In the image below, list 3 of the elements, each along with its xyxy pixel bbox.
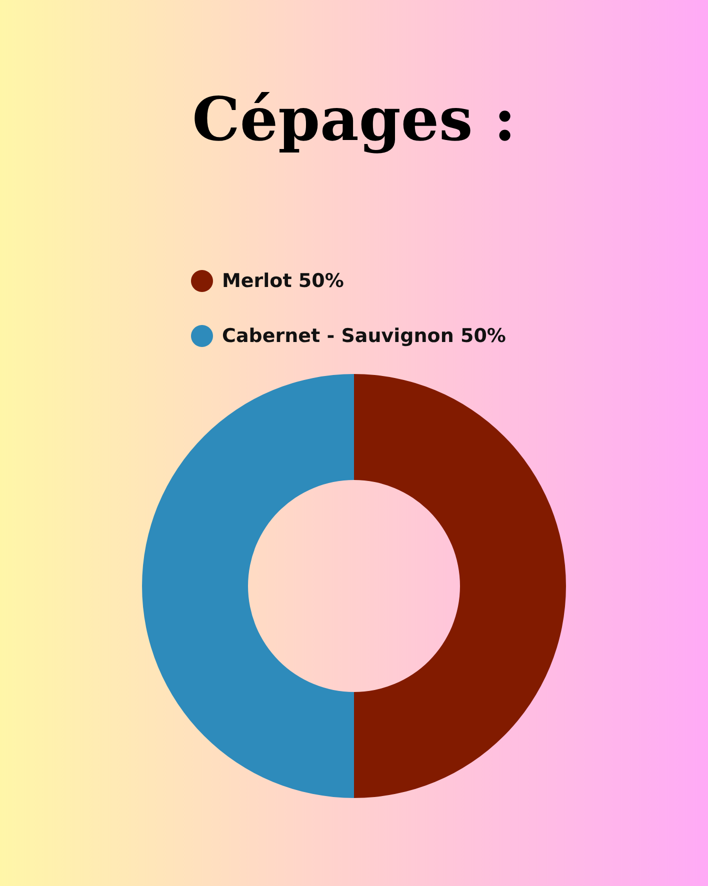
legend-label: Cabernet - Sauvignon 50% [222,325,506,347]
chart-title: Cépages : [192,85,516,155]
legend-label: Merlot 50% [222,270,344,292]
